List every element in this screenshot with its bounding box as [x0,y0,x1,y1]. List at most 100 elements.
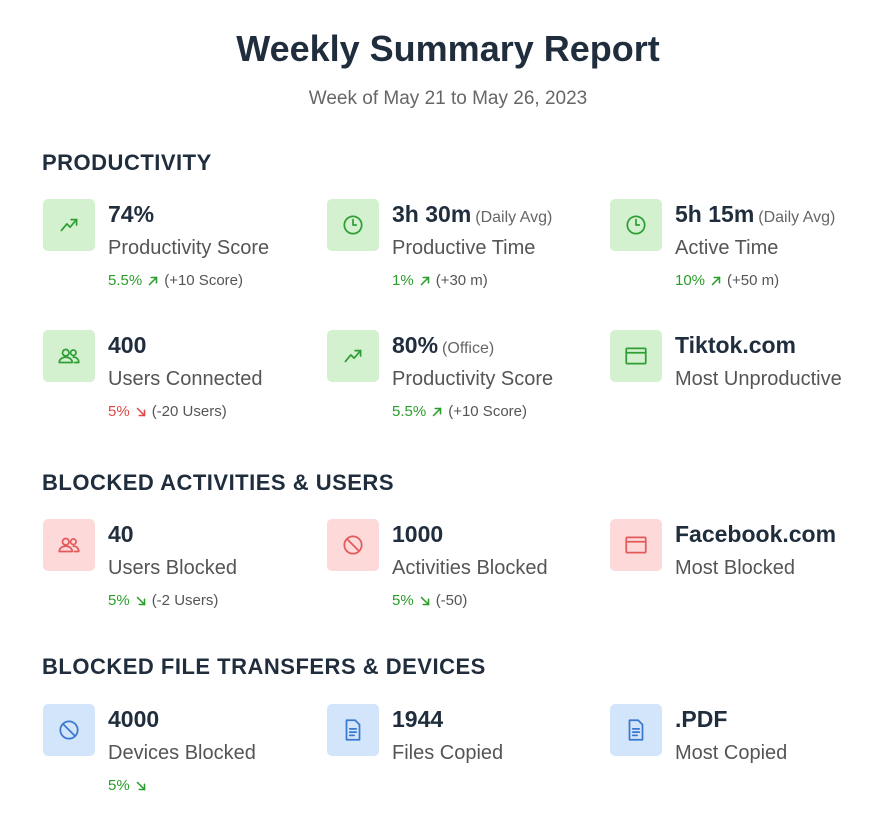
icon-block [59,720,79,740]
arrow-up [711,276,721,285]
change-percent: 5.5% [392,403,427,420]
change-percent: 5.5% [108,272,143,289]
change: 10% (+50 m) [675,272,779,289]
icon-tile [610,519,662,571]
section-title: BLOCKED FILE TRANSFERS & DEVICES [42,654,486,679]
metric-value: 80% (Office) [392,332,494,359]
change: 5% [108,777,148,794]
value-text: 80% [392,332,439,358]
icon-clock [343,215,363,235]
metric-label: Productive Time [392,237,536,259]
metric-value: 5h 15m (Daily Avg) [675,201,835,228]
metric-value: 74% [108,201,154,228]
change-delta: (+10 Score) [164,272,243,289]
trend-arrow [430,405,444,419]
icon-tile [327,330,379,382]
change-delta: (-20 Users) [151,403,227,420]
trend-arrow [418,274,432,288]
value-text: Facebook.com [675,521,837,547]
change-delta: (-2 Users) [151,592,219,609]
metric-label: Productivity Score [392,368,554,390]
value-note: (Daily Avg) [475,209,553,226]
icon-window [625,536,647,554]
metric-value: 3h 30m (Daily Avg) [392,201,552,228]
value-text: Tiktok.com [675,332,796,358]
metric-label: Most Unproductive [675,368,842,390]
section-title: PRODUCTIVITY [42,150,212,175]
icon-clock [626,215,646,235]
metric-value: Tiktok.com [675,332,796,359]
metric-label: Most Copied [675,742,788,764]
change-delta: (+10 Score) [448,403,527,420]
arrow-up [432,407,442,416]
arrow-down [136,596,145,605]
trend-arrow [709,274,723,288]
icon-tile [43,330,95,382]
arrow-up [420,276,429,285]
icon-file [628,719,644,741]
value-text: 5h 15m [675,201,755,227]
metric-value: 40 [108,521,134,548]
trend-arrow [134,405,148,419]
value-text: 40 [108,521,134,547]
change: 5% (-20 Users) [108,403,227,420]
arrow-down [136,407,145,416]
change-delta: (+50 m) [727,272,780,289]
icon-tile [327,519,379,571]
icon-tile [610,330,662,382]
arrow-down [136,781,145,790]
title: Weekly Summary Report [236,28,660,69]
metric-label: Users Blocked [108,557,237,579]
change: 5% (-2 Users) [108,592,218,609]
metric-label: Devices Blocked [108,742,256,764]
metric-label: Active Time [675,237,779,259]
icon-block [343,535,363,555]
icon-file [345,719,361,741]
metric-label: Most Blocked [675,557,796,579]
change: 1% (+30 m) [392,272,488,289]
icon-tile [43,704,95,756]
value-text: 3h 30m [392,201,472,227]
metric-value: 4000 [108,706,159,733]
value-note: (Office) [442,340,495,357]
value-text: 74% [108,201,155,227]
icon-users [58,537,80,553]
icon-trend [344,349,362,363]
arrow-up [148,276,158,285]
icon-users [58,348,80,364]
arrow-down [420,596,429,605]
change-percent: 10% [675,272,706,289]
metric-value: .PDF [675,706,727,733]
icon-tile [43,519,95,571]
icon-window [625,347,647,365]
change-percent: 5% [392,592,414,609]
metric-value: Facebook.com [675,521,836,548]
trend-arrow [134,594,148,608]
metric-value: 1000 [392,521,443,548]
icon-tile [610,199,662,251]
change: 5% (-50) [392,592,467,609]
metric-label: Activities Blocked [392,557,548,579]
change-percent: 5% [108,403,130,420]
trend-arrow [146,274,160,288]
change-percent: 1% [392,272,414,289]
metric-value: 1944 [392,706,443,733]
metric-value: 400 [108,332,146,359]
change-delta: (+30 m) [435,272,488,289]
icon-trend [60,218,78,232]
change: 5.5% (+10 Score) [108,272,243,289]
value-note: (Daily Avg) [758,209,836,226]
change-percent: 5% [108,777,130,794]
change: 5.5% (+10 Score) [392,403,527,420]
value-text: 1944 [392,706,444,732]
value-text: .PDF [675,706,728,732]
trend-arrow [418,594,432,608]
metric-label: Users Connected [108,368,263,390]
icon-tile [43,199,95,251]
metric-label: Files Copied [392,742,504,764]
change-percent: 5% [108,592,130,609]
icon-tile [610,704,662,756]
value-text: 400 [108,332,147,358]
section-title: BLOCKED ACTIVITIES & USERS [42,470,394,495]
